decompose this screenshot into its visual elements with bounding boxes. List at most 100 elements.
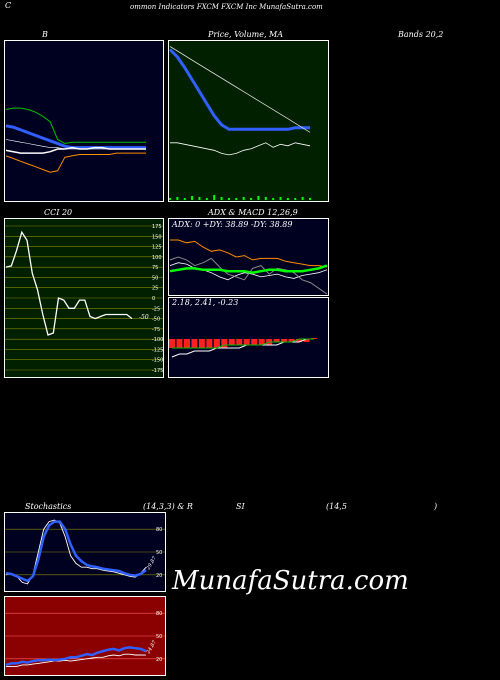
watermark: MunafaSutra.com [172, 566, 409, 596]
label-adx: ADX & MACD 12,26,9 [208, 208, 298, 217]
macd-histogram-bar [198, 339, 205, 348]
macd-background [168, 297, 329, 378]
cci-tick-label: -125 [152, 347, 163, 353]
price-line-3 [170, 142, 311, 156]
volume-bar [220, 197, 223, 200]
volume-bar [191, 196, 194, 200]
cci-tick-label: 25 [152, 286, 158, 292]
macd-histogram-bar [191, 339, 198, 348]
macd-histogram-bar [213, 339, 220, 348]
volume-bar [227, 198, 230, 200]
cci-tick-label: -175 [152, 368, 163, 374]
price-chart [168, 40, 329, 202]
volume-bar [264, 197, 267, 200]
macd-chart [168, 297, 329, 378]
adx-line-4 [169, 264, 328, 274]
volume-bar [286, 198, 289, 200]
header-title: ommon Indicators FXCM FXCM Inc MunafaSut… [130, 3, 323, 11]
cci-tick-label: 0 [152, 296, 155, 302]
adx-line-3 [169, 256, 328, 295]
stochastics-tick-label: 20 [156, 573, 162, 579]
macd-values: 2.18, 2.41, -0.23 [172, 298, 239, 307]
label-price: Price, Volume, MA [208, 30, 284, 39]
rsi-tick-label: 20 [156, 657, 162, 663]
cci-tick-label: -100 [152, 337, 163, 343]
adx-chart [168, 218, 329, 296]
rsi-line-1 [6, 653, 147, 667]
label-stoch-a: Stochastics [25, 502, 72, 511]
adx-values: ADX: 0 +DY: 38.89 -DY: 38.89 [172, 220, 293, 229]
bollinger-line-4 [5, 146, 146, 154]
volume-bar [309, 198, 311, 200]
cci-tick-label: -25 [152, 306, 160, 312]
label-cci: CCI 20 [44, 208, 73, 217]
label-stoch-e: ) [434, 502, 438, 511]
macd-histogram-bar [296, 339, 303, 342]
macd-histogram-bar [251, 339, 258, 345]
cci-tick-label: 175 [152, 224, 162, 230]
macd-histogram-bar [303, 339, 310, 342]
adx-background [168, 218, 329, 296]
macd-histogram-bar [206, 339, 213, 348]
cci-tick-label: -150 [152, 358, 163, 364]
cci-tick-label: -50 [152, 317, 160, 323]
label-stoch-d: (14,5 [326, 502, 347, 511]
volume-bar [183, 198, 186, 200]
rsi-tick-label: 50 [156, 634, 162, 640]
bollinger-line-1 [5, 107, 146, 145]
volume-bar [235, 198, 238, 200]
macd-histogram-bar [169, 339, 175, 348]
bollinger-background [4, 40, 164, 202]
macd-signal-line [172, 338, 314, 349]
volume-bar [213, 195, 216, 200]
price-line-1 [168, 48, 310, 131]
volume-bar [301, 197, 304, 200]
macd-histogram-bar [281, 339, 288, 342]
label-bands: Bands 20,2 [398, 30, 444, 39]
bollinger-line-5 [5, 152, 146, 173]
cci-tick-label: 125 [152, 245, 162, 251]
macd-histogram-bar [221, 339, 228, 348]
macd-histogram-bar [176, 339, 183, 348]
macd-histogram-bar [273, 339, 280, 342]
cci-tick-label: 150 [152, 234, 162, 240]
volume-bar [250, 198, 253, 200]
cci-line [5, 230, 133, 336]
adx-line-1 [170, 239, 328, 268]
label-stoch-c: SI [236, 502, 245, 511]
volume-bar [198, 197, 201, 200]
volume-bar [294, 198, 297, 200]
stochastics-tick-label: 50 [156, 550, 162, 556]
volume-bar [272, 198, 275, 200]
bollinger-chart [4, 40, 164, 202]
cci-tick-label: 100 [152, 255, 162, 261]
cci-tick-label: 75 [152, 265, 158, 271]
macd-histogram-bar [243, 339, 250, 345]
volume-bar [169, 198, 171, 200]
cci-chart: 1751501251007550250-25-50-75-100-125-150… [4, 218, 164, 378]
macd-histogram-bar [258, 339, 265, 345]
stochastics-tick-label: 80 [156, 527, 162, 533]
volume-bar [176, 197, 179, 200]
cci-tick-label: -75 [152, 327, 160, 333]
volume-bar [205, 198, 208, 200]
macd-histogram-bar [183, 339, 190, 348]
header-left: C [5, 1, 12, 10]
price-background [168, 40, 329, 202]
price-line-2 [169, 46, 311, 133]
macd-histogram-bar [236, 339, 243, 345]
macd-histogram-bar [288, 339, 295, 342]
volume-bar [242, 197, 245, 200]
stochastics-line-2 [5, 520, 147, 583]
macd-histogram-bar [228, 339, 235, 345]
rsi-line-2 [5, 646, 147, 667]
label-stoch-b: (14,3,3) & R [143, 502, 193, 511]
rsi-tick-label: 80 [156, 611, 162, 617]
volume-bar [257, 196, 260, 200]
label-bollinger: B [42, 30, 48, 39]
volume-bar [279, 197, 282, 200]
cci-tick-label: 50 [152, 275, 158, 281]
cci-last-value: -50 [139, 314, 149, 321]
